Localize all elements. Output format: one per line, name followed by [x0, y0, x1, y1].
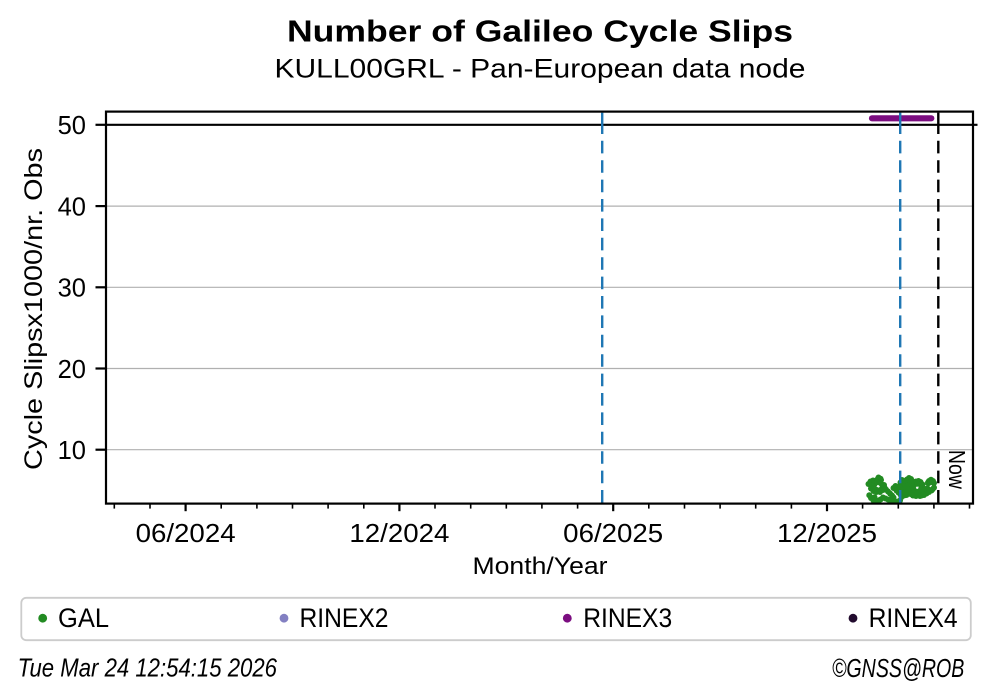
svg-text:RINEX2: RINEX2 [300, 603, 389, 633]
svg-text:RINEX3: RINEX3 [583, 603, 672, 633]
svg-text:12/2024: 12/2024 [349, 520, 449, 548]
svg-text:Month/Year: Month/Year [473, 553, 608, 580]
svg-text:50: 50 [58, 112, 86, 140]
svg-text:Cycle Slipsx1000/nr. Obs: Cycle Slipsx1000/nr. Obs [20, 148, 48, 470]
svg-text:06/2024: 06/2024 [136, 520, 236, 548]
svg-text:20: 20 [58, 356, 86, 384]
svg-text:GAL: GAL [58, 603, 109, 633]
svg-text:Now: Now [944, 450, 970, 490]
svg-text:Tue Mar 24 12:54:15 2026: Tue Mar 24 12:54:15 2026 [18, 653, 278, 683]
svg-text:12/2025: 12/2025 [777, 520, 877, 548]
svg-text:RINEX4: RINEX4 [869, 603, 958, 633]
svg-text:©GNSS@ROB: ©GNSS@ROB [832, 653, 964, 683]
svg-text:40: 40 [58, 193, 86, 221]
svg-text:Number of Galileo Cycle Slips: Number of Galileo Cycle Slips [287, 14, 793, 49]
svg-text:30: 30 [58, 275, 86, 303]
svg-text:06/2025: 06/2025 [563, 520, 663, 548]
svg-text:10: 10 [58, 437, 86, 465]
svg-text:KULL00GRL - Pan-European data: KULL00GRL - Pan-European data node [275, 54, 806, 84]
